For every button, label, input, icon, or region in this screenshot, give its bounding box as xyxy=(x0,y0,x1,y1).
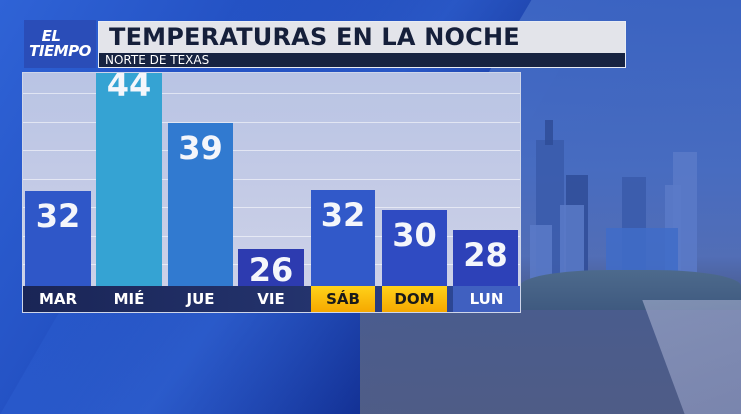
region-subtitle: NORTE DE TEXAS xyxy=(99,53,625,67)
bar-vie: 26 xyxy=(238,249,304,286)
bar-value: 32 xyxy=(320,196,366,234)
page-title: TEMPERATURAS EN LA NOCHE xyxy=(99,22,625,53)
bar-value: 26 xyxy=(248,251,294,289)
gridline xyxy=(23,179,520,180)
temperature-bar-chart: 32 44 39 26 32 30 28 MAR MIÉ JUE VIE SÁB… xyxy=(22,72,521,313)
day-label-vie: VIE xyxy=(257,290,285,308)
bar-value: 44 xyxy=(106,72,152,104)
bar-lun: 28 xyxy=(453,230,518,286)
bar-value: 39 xyxy=(178,129,223,167)
logo-line-1: EL xyxy=(41,27,61,45)
bar-value: 28 xyxy=(463,236,508,274)
skyline-building xyxy=(530,225,552,285)
gridline xyxy=(23,93,520,94)
bar-mie: 44 xyxy=(96,73,162,286)
title-banner: TEMPERATURAS EN LA NOCHE NORTE DE TEXAS xyxy=(98,21,626,68)
gridline xyxy=(23,150,520,151)
day-label-mie: MIÉ xyxy=(113,290,145,308)
day-label-dom: DOM xyxy=(382,286,447,312)
gridline xyxy=(23,122,520,123)
bar-sab: 32 xyxy=(311,190,375,286)
bar-value: 32 xyxy=(35,197,81,235)
bar-dom: 30 xyxy=(382,210,447,286)
skyline-spire xyxy=(545,120,553,145)
bar-mar: 32 xyxy=(25,191,91,286)
logo-line-2: TIEMPO xyxy=(29,42,91,60)
gridline xyxy=(23,236,520,237)
gridline xyxy=(23,207,520,208)
bar-value: 30 xyxy=(392,216,437,254)
day-label-lun: LUN xyxy=(453,286,520,312)
el-tiempo-logo: EL TIEMPO xyxy=(24,20,96,68)
skyline-glass-building xyxy=(606,228,678,276)
day-label-mar: MAR xyxy=(38,290,78,308)
day-label-jue: JUE xyxy=(186,290,215,308)
bar-jue: 39 xyxy=(168,123,233,286)
day-label-sab: SÁB xyxy=(311,286,375,312)
